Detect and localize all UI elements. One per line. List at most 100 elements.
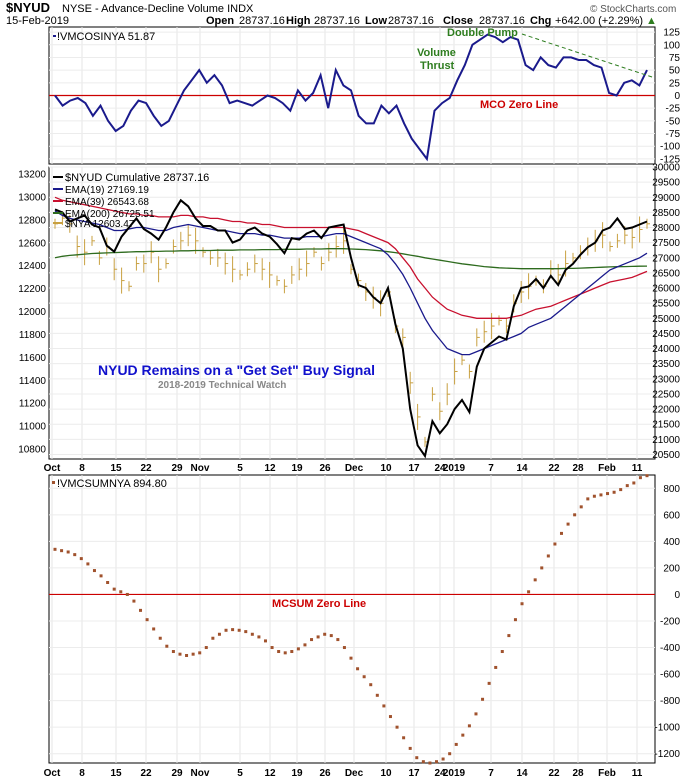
mcsum-point [336, 638, 340, 642]
y-tick-label-left: 12400 [18, 261, 46, 272]
mcsum-point [79, 557, 83, 561]
y-tick-label: 26000 [652, 284, 680, 295]
series-line--nyud-cumulative [54, 198, 648, 459]
mcsum-point [125, 592, 129, 596]
close-value: 28737.16 [479, 15, 525, 27]
y-tick-label: 30000 [652, 163, 680, 174]
mcsum-point [625, 484, 629, 488]
x-tick-label: 11 [632, 463, 643, 474]
mcsum-point [454, 742, 458, 746]
mcsum-point [638, 476, 642, 480]
y-tick-label-left: 12200 [18, 284, 46, 295]
mcsum-point [217, 632, 221, 636]
mcsum-point [559, 531, 563, 535]
mcsum-point [421, 760, 425, 764]
legend-nyud: $NYUD Cumulative 28737.16 [65, 172, 209, 184]
double-pump-trendline [521, 33, 656, 79]
x-tick-label: Feb [598, 768, 616, 779]
technical-watch-annotation: 2018-2019 Technical Watch [158, 380, 286, 391]
x-tick-label: 28 [572, 463, 584, 474]
mcsum-point [99, 574, 103, 578]
mcsum-point [152, 627, 156, 631]
x-tick-label: Feb [598, 463, 616, 474]
x-tick-label: 22 [548, 768, 560, 779]
mcsum-point [86, 562, 90, 566]
y-tick-label: 50 [669, 66, 681, 77]
mcsum-point [323, 632, 327, 636]
mcsum-point [474, 712, 478, 716]
double-pump-label: Double Pump [447, 27, 518, 39]
y-tick-label: 21000 [652, 435, 680, 446]
close-label: Close [443, 15, 473, 27]
mcsum-point [632, 481, 636, 485]
y-tick-label-left: 11200 [19, 399, 47, 410]
y-tick-label: 22000 [652, 405, 680, 416]
mcsum-point [171, 650, 175, 654]
mcsum-point [283, 651, 287, 655]
mcsum-point [204, 646, 208, 650]
y-tick-label: -50 [666, 116, 681, 127]
description-label: NYSE - Advance-Decline Volume INDX [62, 3, 254, 15]
y-tick-label-left: 13200 [18, 170, 46, 181]
y-tick-label: -25 [666, 104, 681, 115]
mco-zero-label: MCO Zero Line [480, 99, 558, 111]
x-tick-label: 26 [319, 768, 331, 779]
mcsum-point [481, 697, 485, 701]
y-tick-label-left: 11400 [19, 376, 47, 387]
x-tick-label: 19 [291, 768, 303, 779]
y-tick-label: -125 [660, 154, 680, 165]
y-tick-label-left: 10800 [18, 445, 46, 456]
mcsum-point [586, 497, 590, 501]
y-tick-label: -1000 [654, 723, 680, 734]
mcsum-point [500, 650, 504, 654]
y-tick-label: 29500 [652, 178, 680, 189]
chg-label: Chg [530, 15, 551, 27]
legend-ema39: EMA(39) 26543.68 [65, 197, 149, 208]
mcsum-point [428, 761, 432, 765]
x-tick-label: 7 [488, 463, 494, 474]
y-tick-label: 28500 [652, 208, 680, 219]
y-tick-label: -100 [660, 142, 680, 153]
y-tick-label: 24000 [652, 344, 680, 355]
x-tick-label: 19 [291, 463, 303, 474]
y-tick-label: -800 [660, 696, 680, 707]
mcsum-point [178, 652, 182, 656]
mcsum-point [415, 756, 419, 760]
y-tick-label-left: 12800 [18, 215, 46, 226]
y-tick-label: 400 [663, 537, 680, 548]
mcsum-point [382, 704, 386, 708]
y-tick-label: 0 [674, 590, 680, 601]
low-label: Low [365, 15, 387, 27]
mcsum-point [441, 757, 445, 761]
mcsum-point [244, 630, 248, 634]
mcsum-point [66, 550, 70, 554]
x-tick-label: 10 [380, 768, 392, 779]
symbol-label: $NYUD [6, 0, 50, 15]
y-tick-label: -400 [660, 643, 680, 654]
mcsum-point [540, 566, 544, 570]
x-tick-label: 29 [171, 463, 183, 474]
mcsum-point [507, 634, 511, 638]
mcsum-point [342, 646, 346, 650]
y-tick-label-left: 12600 [18, 238, 46, 249]
x-tick-label: 10 [380, 463, 392, 474]
mcsum-point [250, 632, 254, 636]
mcsum-point [494, 665, 498, 669]
mcsum-panel [48, 474, 656, 764]
x-tick-label: 28 [572, 768, 584, 779]
volume-thrust-label-2: Thrust [420, 60, 455, 72]
y-tick-label: 29000 [652, 193, 680, 204]
mcsum-point [185, 653, 189, 657]
series-line-ema-200- [54, 248, 648, 270]
x-tick-label: Dec [345, 463, 364, 474]
mcsum-point [145, 618, 149, 622]
mcsum-point [270, 646, 274, 650]
x-tick-label: 15 [110, 768, 122, 779]
x-tick-label: 2019 [443, 463, 466, 474]
x-tick-label: 22 [548, 463, 560, 474]
mcsum-point [487, 681, 491, 685]
mcsum-point [316, 635, 320, 639]
mcsum-point [329, 634, 333, 638]
y-tick-label: 25500 [652, 299, 680, 310]
